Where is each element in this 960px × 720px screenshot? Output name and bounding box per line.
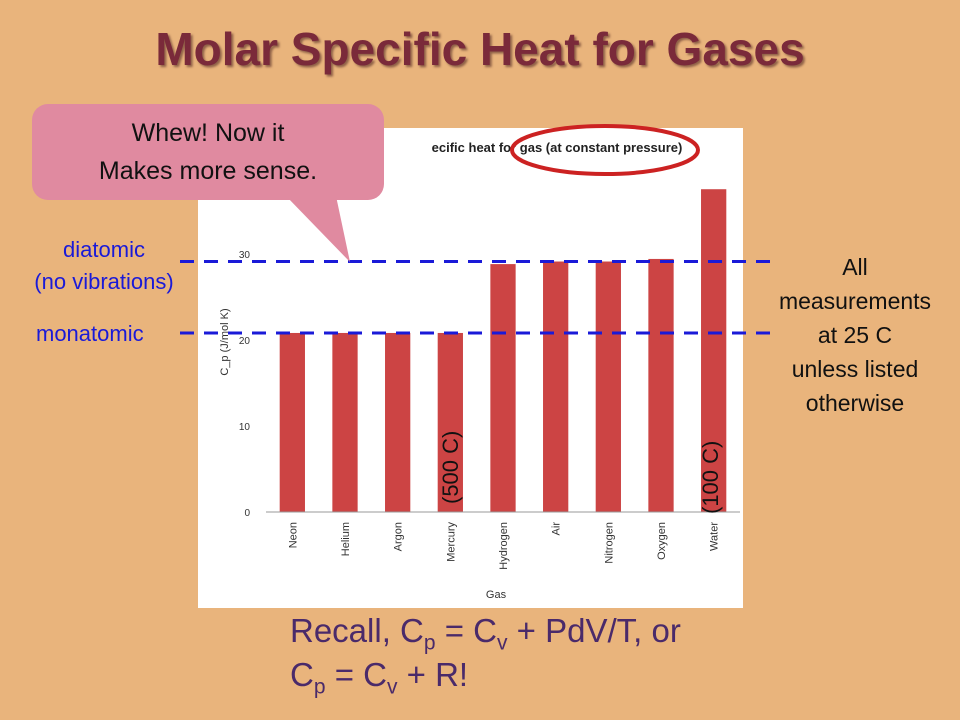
- bar-hydrogen: [490, 264, 516, 512]
- x-tick-label: Nitrogen: [603, 522, 615, 564]
- bar-neon: [279, 332, 305, 512]
- x-tick-label: Mercury: [445, 522, 457, 562]
- x-tick-label: Argon: [393, 522, 405, 551]
- y-tick-label: 20: [239, 336, 251, 347]
- bars-layer: [279, 189, 727, 512]
- recall-text: = C: [435, 612, 498, 649]
- y-axis-label: C_p (J/mol K): [219, 308, 231, 375]
- note-line: All: [842, 254, 868, 280]
- note-line: measurements: [778, 288, 932, 314]
- diatomic-label: diatomic (no vibrations): [12, 234, 196, 298]
- speech-callout: [32, 104, 384, 200]
- subscript-v: v: [497, 631, 508, 655]
- callout-text: Whew! Now it Makes more sense.: [32, 114, 384, 190]
- recall-equation-line-1: Recall, Cp = Cv + PdV/T, or: [290, 612, 681, 656]
- recall-text: + R!: [397, 656, 469, 693]
- diatomic-line-1: diatomic: [63, 237, 145, 262]
- x-axis-label: Gas: [486, 589, 507, 601]
- water-temperature-note: (100 C): [698, 440, 723, 514]
- chart-title: ecific heat for gas (at constant pressur…: [432, 140, 683, 155]
- x-tick-label: Air: [551, 522, 563, 536]
- bar-oxygen: [648, 258, 674, 512]
- monatomic-label: monatomic: [36, 321, 144, 346]
- bar-air: [543, 261, 569, 512]
- slide-title: Molar Specific Heat for Gases: [155, 23, 805, 75]
- recall-text: = C: [325, 656, 387, 693]
- y-tick-label: 30: [239, 250, 251, 261]
- y-tick-label: 0: [244, 508, 250, 519]
- recall-text: C: [290, 656, 314, 693]
- x-tick-label: Neon: [287, 522, 299, 548]
- subscript-p: p: [313, 675, 326, 699]
- subscript-v: v: [386, 675, 398, 699]
- diatomic-line-2: (no vibrations): [34, 269, 174, 294]
- x-tick-label: Hydrogen: [498, 522, 510, 570]
- x-tick-label: Oxygen: [656, 522, 668, 560]
- subscript-p: p: [423, 631, 436, 655]
- callout-line-1: Whew! Now it: [131, 119, 285, 147]
- callout-line-2: Makes more sense.: [98, 157, 318, 185]
- x-tick-label: Water: [709, 522, 721, 551]
- note-line: at 25 C: [817, 322, 893, 348]
- note-line: unless listed: [791, 356, 919, 382]
- bar-argon: [385, 332, 411, 512]
- bar-mercury: [437, 332, 463, 512]
- note-line: otherwise: [805, 390, 905, 416]
- recall-text: Recall, C: [290, 612, 424, 649]
- highlight-ellipse: [510, 124, 700, 176]
- measurement-note: All measurements at 25 C unless listed o…: [744, 250, 960, 420]
- recall-text: + PdV/T, or: [507, 612, 681, 649]
- mercury-temperature-note: (500 C): [438, 430, 463, 504]
- bar-nitrogen: [595, 261, 621, 512]
- bar-helium: [332, 332, 358, 512]
- recall-equation-line-2: Cp = Cv + R!: [290, 656, 468, 700]
- x-tick-label: Helium: [340, 522, 352, 556]
- bar-water: [701, 189, 727, 512]
- reference-lines-layer: [180, 260, 780, 335]
- y-tick-label: 10: [239, 422, 251, 433]
- axis-layer: Neon Helium Argon Mercury Hydrogen Air Nitroge…: [239, 250, 740, 570]
